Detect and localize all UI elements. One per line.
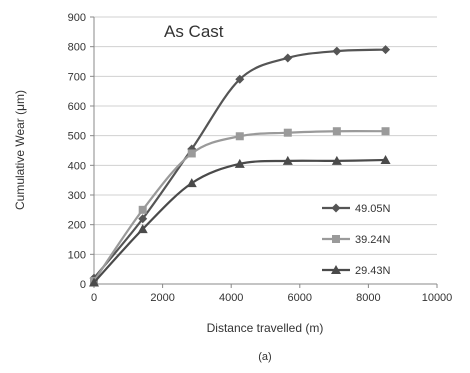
y-tick-label: 400 — [68, 160, 86, 172]
data-point — [235, 74, 245, 84]
series-line — [93, 130, 386, 282]
legend-label: 39.24N — [355, 234, 391, 246]
y-tick-label: 700 — [68, 71, 86, 83]
grid-layer — [94, 16, 437, 255]
legend-entry: 29.43N — [322, 265, 391, 277]
figure-caption: (a) — [258, 351, 271, 363]
y-tick-label: 200 — [68, 220, 86, 232]
data-point — [234, 158, 245, 168]
x-tick-label: 0 — [91, 292, 97, 304]
legend-swatch-marker — [331, 203, 341, 213]
x-tick-label: 4000 — [219, 292, 243, 304]
data-point — [187, 149, 196, 158]
legend: 49.05N 39.24N 29.43N — [322, 203, 391, 277]
y-tick-label: 900 — [68, 12, 86, 24]
data-point — [381, 127, 390, 136]
y-tick-label: 600 — [68, 101, 86, 113]
data-point — [138, 205, 147, 214]
y-tick-label: 100 — [68, 249, 86, 261]
chart-annotation: As Cast — [164, 22, 224, 41]
data-point — [137, 224, 148, 234]
data-point — [380, 154, 391, 164]
data-point — [381, 45, 391, 55]
data-point — [89, 277, 99, 287]
data-point — [283, 128, 292, 137]
data-point — [186, 178, 197, 188]
x-tick-label: 8000 — [356, 292, 380, 304]
x-tick-label: 10000 — [422, 292, 453, 304]
x-tick-label: 2000 — [150, 292, 174, 304]
legend-label: 49.05N — [355, 203, 391, 215]
data-point — [332, 127, 341, 136]
y-tick-label: 800 — [68, 42, 86, 54]
data-point — [331, 155, 342, 165]
legend-entry: 39.24N — [322, 234, 391, 246]
legend-label: 29.43N — [355, 265, 391, 277]
data-point — [332, 46, 342, 56]
series-29.43N — [89, 154, 391, 287]
legend-entry: 49.05N — [322, 203, 391, 215]
axes-layer: 0 100 200 300 400 500 600 700 800 900 0 2000 4000 600… — [68, 12, 453, 304]
legend-swatch-marker — [331, 265, 341, 274]
series-layer — [89, 45, 391, 287]
y-tick-label: 500 — [68, 131, 86, 143]
y-tick-label: 0 — [80, 279, 86, 291]
y-tick-label: 300 — [68, 190, 86, 202]
series-line — [93, 158, 386, 284]
series-39.24N — [90, 127, 390, 286]
legend-swatch-marker — [332, 235, 340, 243]
data-point — [283, 53, 293, 63]
data-point — [235, 132, 244, 141]
x-axis-label: Distance travelled (m) — [207, 321, 324, 335]
x-tick-label: 6000 — [288, 292, 312, 304]
data-point — [282, 155, 293, 165]
data-point — [138, 214, 148, 224]
y-axis-label: Cumulative Wear (μm) — [13, 90, 27, 210]
